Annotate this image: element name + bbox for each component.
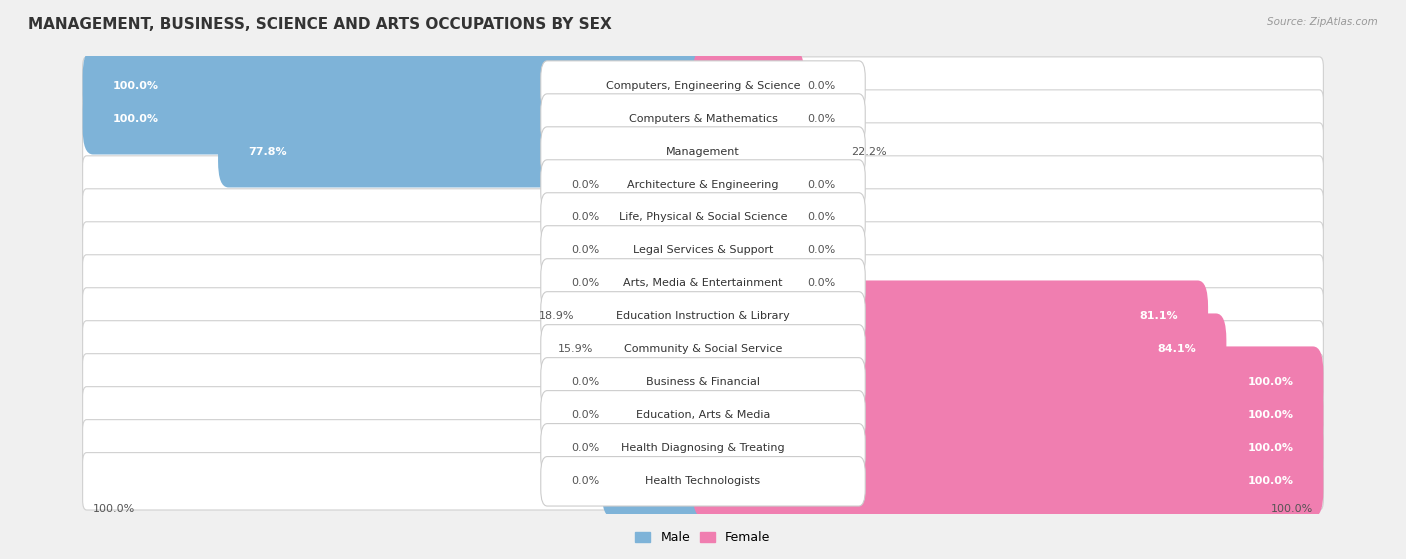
Text: 0.0%: 0.0% — [807, 212, 835, 222]
FancyBboxPatch shape — [83, 387, 1323, 444]
FancyBboxPatch shape — [693, 83, 804, 154]
Text: 100.0%: 100.0% — [1247, 410, 1294, 420]
FancyBboxPatch shape — [693, 347, 1323, 418]
FancyBboxPatch shape — [693, 215, 804, 286]
FancyBboxPatch shape — [541, 61, 865, 110]
FancyBboxPatch shape — [602, 215, 713, 286]
FancyBboxPatch shape — [83, 189, 1323, 246]
FancyBboxPatch shape — [693, 50, 804, 121]
FancyBboxPatch shape — [693, 281, 1208, 352]
Text: MANAGEMENT, BUSINESS, SCIENCE AND ARTS OCCUPATIONS BY SEX: MANAGEMENT, BUSINESS, SCIENCE AND ARTS O… — [28, 17, 612, 32]
Text: Computers & Mathematics: Computers & Mathematics — [628, 113, 778, 124]
FancyBboxPatch shape — [541, 259, 865, 308]
Text: 0.0%: 0.0% — [571, 245, 599, 255]
FancyBboxPatch shape — [541, 358, 865, 407]
FancyBboxPatch shape — [83, 354, 1323, 411]
Text: 77.8%: 77.8% — [247, 146, 287, 157]
Text: Source: ZipAtlas.com: Source: ZipAtlas.com — [1267, 17, 1378, 27]
FancyBboxPatch shape — [541, 226, 865, 275]
Text: 100.0%: 100.0% — [1271, 504, 1313, 514]
FancyBboxPatch shape — [693, 446, 1323, 517]
Text: 0.0%: 0.0% — [807, 179, 835, 190]
FancyBboxPatch shape — [602, 380, 713, 451]
FancyBboxPatch shape — [541, 424, 865, 473]
Text: 100.0%: 100.0% — [1247, 443, 1294, 453]
FancyBboxPatch shape — [83, 90, 1323, 147]
FancyBboxPatch shape — [83, 420, 1323, 477]
FancyBboxPatch shape — [83, 50, 713, 121]
Text: 15.9%: 15.9% — [558, 344, 593, 354]
FancyBboxPatch shape — [83, 123, 1323, 180]
FancyBboxPatch shape — [83, 255, 1323, 312]
FancyBboxPatch shape — [602, 347, 713, 418]
FancyBboxPatch shape — [541, 193, 865, 242]
Text: 100.0%: 100.0% — [112, 80, 159, 91]
Text: 0.0%: 0.0% — [807, 278, 835, 288]
FancyBboxPatch shape — [596, 314, 713, 385]
FancyBboxPatch shape — [83, 453, 1323, 510]
Text: Management: Management — [666, 146, 740, 157]
Text: 81.1%: 81.1% — [1140, 311, 1178, 321]
Text: 0.0%: 0.0% — [571, 443, 599, 453]
FancyBboxPatch shape — [693, 314, 1226, 385]
Text: 0.0%: 0.0% — [571, 278, 599, 288]
FancyBboxPatch shape — [602, 248, 713, 319]
Text: 18.9%: 18.9% — [540, 311, 575, 321]
Text: 0.0%: 0.0% — [807, 245, 835, 255]
FancyBboxPatch shape — [83, 156, 1323, 213]
FancyBboxPatch shape — [83, 321, 1323, 378]
FancyBboxPatch shape — [83, 288, 1323, 345]
FancyBboxPatch shape — [693, 182, 804, 253]
FancyBboxPatch shape — [578, 281, 713, 352]
FancyBboxPatch shape — [693, 116, 849, 187]
FancyBboxPatch shape — [693, 413, 1323, 484]
Text: 84.1%: 84.1% — [1157, 344, 1197, 354]
FancyBboxPatch shape — [693, 149, 804, 220]
FancyBboxPatch shape — [541, 391, 865, 440]
Text: Life, Physical & Social Science: Life, Physical & Social Science — [619, 212, 787, 222]
Text: Education, Arts & Media: Education, Arts & Media — [636, 410, 770, 420]
Legend: Male, Female: Male, Female — [630, 526, 776, 549]
Text: 0.0%: 0.0% — [571, 212, 599, 222]
Text: 22.2%: 22.2% — [852, 146, 887, 157]
Text: 0.0%: 0.0% — [571, 377, 599, 387]
Text: 100.0%: 100.0% — [1247, 476, 1294, 486]
FancyBboxPatch shape — [693, 380, 1323, 451]
Text: 0.0%: 0.0% — [807, 80, 835, 91]
FancyBboxPatch shape — [602, 182, 713, 253]
FancyBboxPatch shape — [83, 57, 1323, 114]
Text: Architecture & Engineering: Architecture & Engineering — [627, 179, 779, 190]
FancyBboxPatch shape — [83, 222, 1323, 279]
Text: Education Instruction & Library: Education Instruction & Library — [616, 311, 790, 321]
Text: Community & Social Service: Community & Social Service — [624, 344, 782, 354]
FancyBboxPatch shape — [541, 325, 865, 374]
Text: 0.0%: 0.0% — [807, 113, 835, 124]
FancyBboxPatch shape — [693, 248, 804, 319]
FancyBboxPatch shape — [602, 149, 713, 220]
Text: 100.0%: 100.0% — [112, 113, 159, 124]
Text: Computers, Engineering & Science: Computers, Engineering & Science — [606, 80, 800, 91]
FancyBboxPatch shape — [541, 457, 865, 506]
Text: 0.0%: 0.0% — [571, 179, 599, 190]
FancyBboxPatch shape — [541, 292, 865, 341]
FancyBboxPatch shape — [218, 116, 713, 187]
Text: 0.0%: 0.0% — [571, 476, 599, 486]
Text: 100.0%: 100.0% — [1247, 377, 1294, 387]
FancyBboxPatch shape — [602, 446, 713, 517]
Text: Legal Services & Support: Legal Services & Support — [633, 245, 773, 255]
Text: Health Diagnosing & Treating: Health Diagnosing & Treating — [621, 443, 785, 453]
Text: Arts, Media & Entertainment: Arts, Media & Entertainment — [623, 278, 783, 288]
Text: 0.0%: 0.0% — [571, 410, 599, 420]
FancyBboxPatch shape — [541, 94, 865, 143]
Text: 100.0%: 100.0% — [93, 504, 135, 514]
FancyBboxPatch shape — [541, 160, 865, 209]
FancyBboxPatch shape — [602, 413, 713, 484]
Text: Health Technologists: Health Technologists — [645, 476, 761, 486]
FancyBboxPatch shape — [83, 83, 713, 154]
FancyBboxPatch shape — [541, 127, 865, 176]
Text: Business & Financial: Business & Financial — [645, 377, 761, 387]
